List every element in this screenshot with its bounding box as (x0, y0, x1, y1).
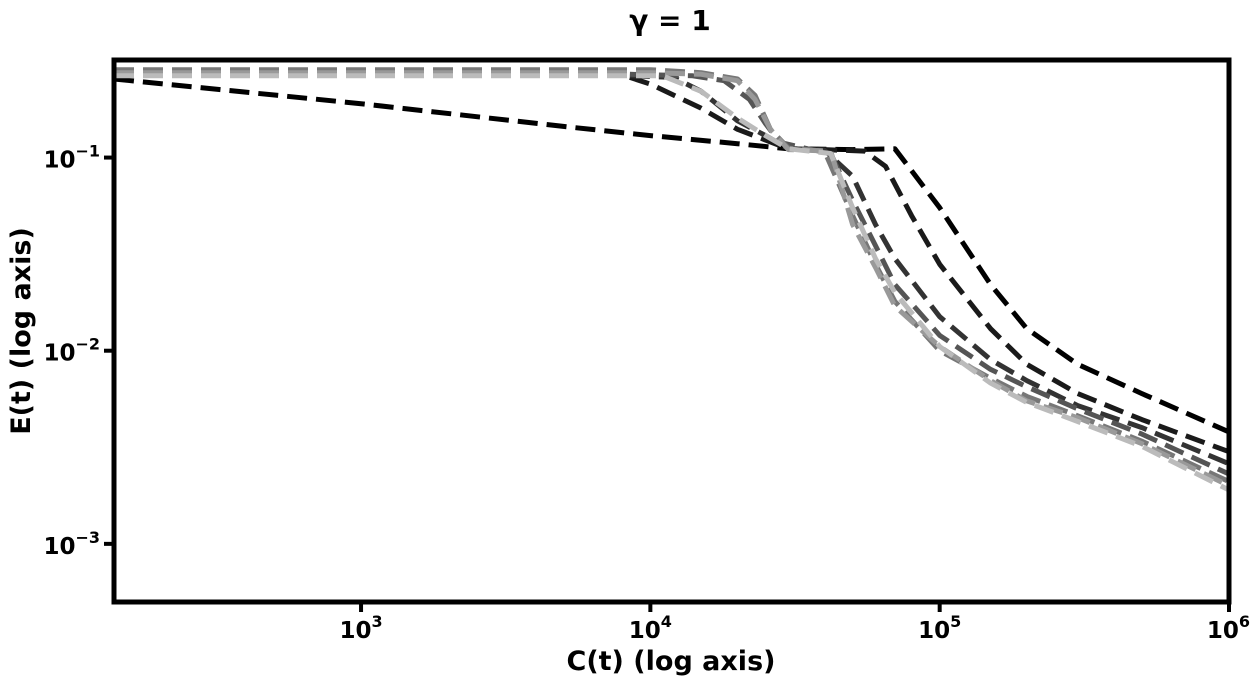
x-tick-label-2: 104 (629, 612, 672, 644)
chart-title: γ = 1 (629, 4, 711, 37)
y-tick-label-1: 10−1 (43, 142, 100, 174)
x-tick-label-4: 106 (1207, 612, 1250, 644)
plot-frame (111, 57, 1232, 605)
series-line-6 (114, 70, 1231, 488)
series-line-3 (629, 73, 1230, 467)
series-line-5 (114, 67, 1231, 484)
y-axis-label: E(t) (log axis) (6, 227, 37, 435)
series-line-1 (113, 76, 1231, 435)
x-tick-label-1: 103 (339, 612, 382, 644)
tick-layer: 103 104 105 106 10−1 10−2 10−3 (43, 142, 1250, 644)
x-tick-label-3: 105 (918, 612, 961, 644)
series-line-4 (629, 71, 1231, 477)
y-tick-label-3: 10−3 (43, 528, 100, 560)
y-tick-label-2: 10−2 (43, 335, 100, 367)
x-axis-label: C(t) (log axis) (567, 646, 776, 677)
series-line-7 (114, 73, 1231, 493)
series-layer (113, 67, 1231, 493)
series-line-2 (629, 75, 1230, 455)
